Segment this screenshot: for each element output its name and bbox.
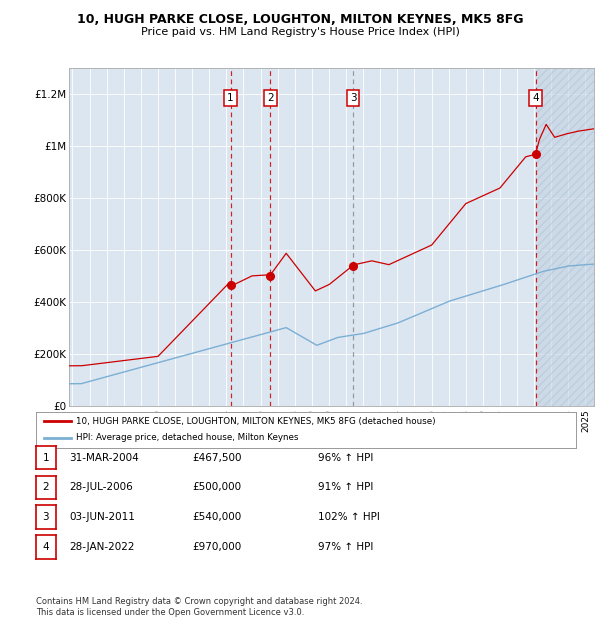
Text: Price paid vs. HM Land Registry's House Price Index (HPI): Price paid vs. HM Land Registry's House … xyxy=(140,27,460,37)
Text: 4: 4 xyxy=(43,542,49,552)
Text: 31-MAR-2004: 31-MAR-2004 xyxy=(69,453,139,463)
Text: HPI: Average price, detached house, Milton Keynes: HPI: Average price, detached house, Milt… xyxy=(77,433,299,443)
Text: Contains HM Land Registry data © Crown copyright and database right 2024.
This d: Contains HM Land Registry data © Crown c… xyxy=(36,598,362,617)
Text: £467,500: £467,500 xyxy=(192,453,241,463)
Text: 102% ↑ HPI: 102% ↑ HPI xyxy=(318,512,380,522)
Text: 10, HUGH PARKE CLOSE, LOUGHTON, MILTON KEYNES, MK5 8FG: 10, HUGH PARKE CLOSE, LOUGHTON, MILTON K… xyxy=(77,14,523,26)
Text: 1: 1 xyxy=(43,453,49,463)
Text: 1: 1 xyxy=(227,93,234,103)
Text: 3: 3 xyxy=(43,512,49,522)
Text: £500,000: £500,000 xyxy=(192,482,241,492)
Text: 96% ↑ HPI: 96% ↑ HPI xyxy=(318,453,373,463)
Text: £540,000: £540,000 xyxy=(192,512,241,522)
Text: 28-JUL-2006: 28-JUL-2006 xyxy=(69,482,133,492)
Text: £970,000: £970,000 xyxy=(192,542,241,552)
Text: 3: 3 xyxy=(350,93,356,103)
Text: 28-JAN-2022: 28-JAN-2022 xyxy=(69,542,134,552)
Text: 2: 2 xyxy=(43,482,49,492)
Text: 10, HUGH PARKE CLOSE, LOUGHTON, MILTON KEYNES, MK5 8FG (detached house): 10, HUGH PARKE CLOSE, LOUGHTON, MILTON K… xyxy=(77,417,436,426)
Text: 4: 4 xyxy=(532,93,539,103)
Text: 03-JUN-2011: 03-JUN-2011 xyxy=(69,512,135,522)
Text: 2: 2 xyxy=(267,93,274,103)
Bar xyxy=(536,68,594,406)
Text: 97% ↑ HPI: 97% ↑ HPI xyxy=(318,542,373,552)
Text: 91% ↑ HPI: 91% ↑ HPI xyxy=(318,482,373,492)
